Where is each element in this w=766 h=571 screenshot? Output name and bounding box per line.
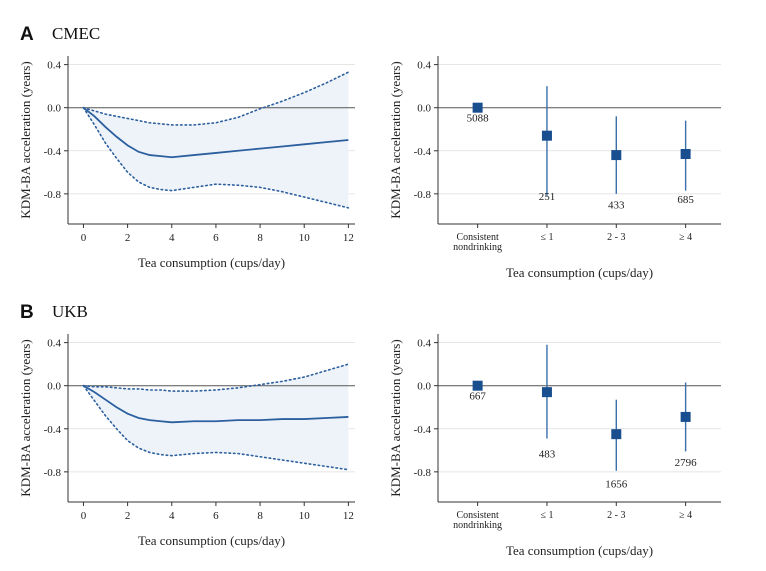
panel-letter-b: B <box>20 302 34 323</box>
y-tick-label: 0.4 <box>417 60 431 72</box>
x-category-label: ≥ 4 <box>679 510 692 521</box>
y-tick-label: 0.0 <box>417 381 431 393</box>
point-marker <box>680 149 691 159</box>
x-tick-label: 10 <box>299 510 311 522</box>
point-marker <box>541 387 552 398</box>
sample-size-label: 2796 <box>675 457 698 469</box>
y-tick-label: -0.4 <box>44 146 62 158</box>
x-tick-label: 2 <box>125 510 131 522</box>
x-category-label: Consistent <box>457 510 499 521</box>
x-tick-label: 0 <box>81 510 87 522</box>
panel-letter-a: A <box>20 24 34 45</box>
x-tick-label: 4 <box>169 510 175 522</box>
confidence-band <box>83 72 349 208</box>
x-category-label: 2 - 3 <box>607 232 625 243</box>
x-tick-label: 6 <box>213 510 219 522</box>
x-axis-label: Tea consumption (cups/day) <box>506 265 653 280</box>
x-tick-label: 6 <box>213 232 219 244</box>
y-tick-label: -0.8 <box>414 467 432 479</box>
sample-size-label: 685 <box>677 194 694 206</box>
x-tick-label: 4 <box>169 232 175 244</box>
point-marker <box>680 411 691 422</box>
y-axis-label: KDM-BA acceleration (years) <box>18 339 33 496</box>
y-tick-label: 0.0 <box>47 103 61 115</box>
y-tick-label: 0.0 <box>47 381 61 393</box>
point-marker <box>611 429 622 440</box>
x-category-label: ≤ 1 <box>540 232 553 243</box>
x-category-label: ≤ 1 <box>540 510 553 521</box>
chart-b-right: 0.4 0.0 -0.4 -0.8 KDM-BA acceleration (years… <box>388 334 721 558</box>
panel-title-cmec: CMEC <box>52 24 100 43</box>
y-tick-label: 0.4 <box>417 338 431 350</box>
y-axis-label: KDM-BA acceleration (years) <box>388 61 403 218</box>
y-tick-label: 0.4 <box>47 60 61 72</box>
y-axis-label: KDM-BA acceleration (years) <box>388 339 403 496</box>
x-tick-label: 12 <box>343 510 354 522</box>
sample-size-label: 1656 <box>605 479 628 491</box>
x-category-label: 2 - 3 <box>607 510 625 521</box>
x-category-label: ≥ 4 <box>679 232 692 243</box>
sample-size-label: 667 <box>469 390 486 402</box>
sample-size-label: 483 <box>539 449 556 461</box>
y-tick-label: -0.4 <box>414 146 432 158</box>
y-axis-label: KDM-BA acceleration (years) <box>18 61 33 218</box>
lower-ci-line <box>82 106 350 209</box>
sample-size-label: 433 <box>608 200 625 212</box>
lower-ci-line <box>82 384 350 471</box>
panel-title-ukb: UKB <box>52 302 88 321</box>
x-category-label: nondrinking <box>453 242 502 253</box>
y-tick-label: -0.8 <box>44 467 62 479</box>
x-tick-label: 2 <box>125 232 131 244</box>
x-axis-label: Tea consumption (cups/day) <box>138 533 285 548</box>
x-tick-label: 8 <box>257 510 263 522</box>
sample-size-label: 251 <box>539 191 556 203</box>
upper-ci-line <box>82 363 350 392</box>
x-tick-label: 8 <box>257 232 263 244</box>
y-tick-label: 0.0 <box>417 103 431 115</box>
x-tick-label: 10 <box>299 232 311 244</box>
point-marker <box>611 150 622 161</box>
sample-size-label: 5088 <box>467 112 490 124</box>
estimate-line <box>82 384 349 424</box>
point-marker <box>541 130 552 141</box>
x-category-label: Consistent <box>457 232 499 243</box>
x-axis-label: Tea consumption (cups/day) <box>506 543 653 558</box>
x-axis-label: Tea consumption (cups/day) <box>138 255 285 270</box>
chart-b-left: 0.4 0.0 -0.4 -0.8 KDM-BA acceleration (years… <box>18 334 355 548</box>
estimate-line <box>82 106 349 159</box>
upper-ci-line <box>82 71 350 126</box>
y-tick-label: -0.8 <box>44 189 62 201</box>
y-tick-label: -0.4 <box>414 424 432 436</box>
point-marker <box>472 380 483 391</box>
y-tick-label: 0.4 <box>47 338 61 350</box>
x-tick-label: 0 <box>81 232 87 244</box>
x-tick-label: 12 <box>343 232 354 244</box>
x-category-label: nondrinking <box>453 520 502 531</box>
chart-a-left: 0.4 0.0 -0.4 -0.8 KDM-BA acceleration (years… <box>18 56 355 270</box>
y-tick-label: -0.4 <box>44 424 62 436</box>
point-marker <box>472 102 483 113</box>
chart-a-right: 0.4 0.0 -0.4 -0.8 KDM-BA acceleration (years… <box>388 56 721 280</box>
y-tick-label: -0.8 <box>414 189 432 201</box>
confidence-band <box>83 364 349 470</box>
